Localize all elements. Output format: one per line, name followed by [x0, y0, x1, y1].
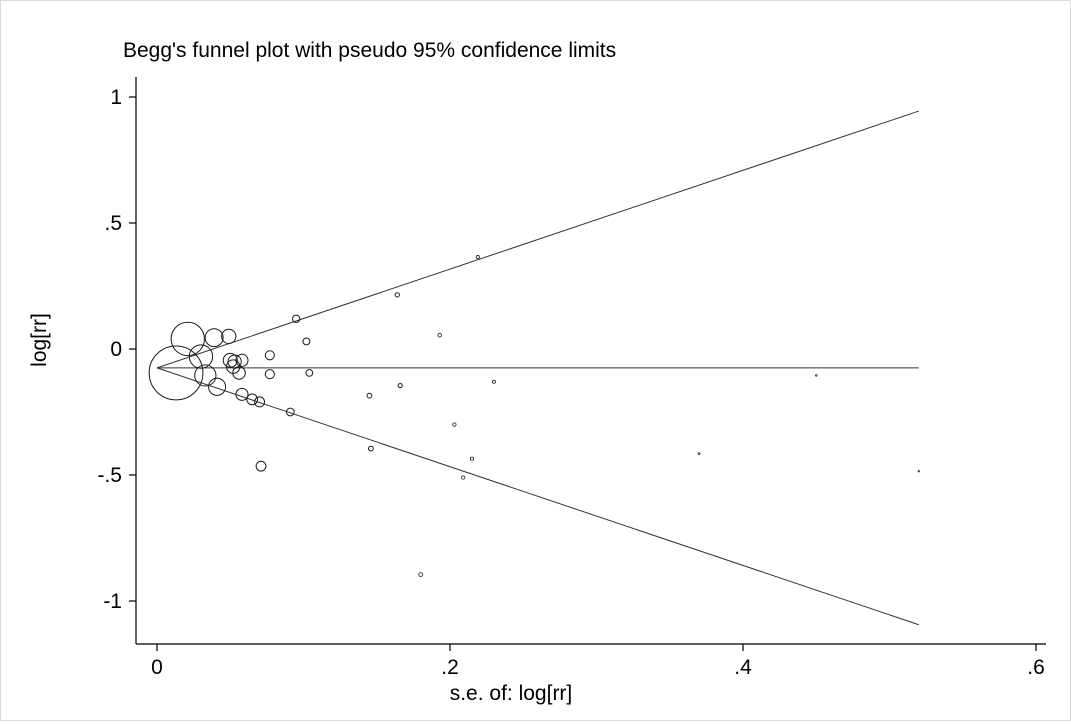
study-point [222, 352, 238, 368]
study-point [148, 345, 204, 401]
study-point [170, 321, 205, 357]
study-point [418, 572, 424, 577]
study-point [492, 379, 496, 384]
study-point [264, 369, 275, 380]
x-axis-label: s.e. of: log[rr] [450, 682, 573, 705]
study-point [285, 407, 295, 417]
x-tick-label: .2 [441, 656, 459, 679]
y-tick-label: -.5 [97, 464, 122, 487]
upper-confidence-limit-line [156, 110, 919, 369]
y-tick-label: 1 [110, 86, 122, 109]
study-point [697, 452, 701, 455]
study-point [291, 314, 301, 323]
study-point [221, 328, 237, 345]
study-point [469, 456, 475, 461]
study-point [394, 292, 400, 298]
y-tick-label: .5 [104, 212, 122, 235]
study-point [302, 337, 311, 346]
y-axis-label: log[rr] [28, 313, 51, 367]
study-point [255, 460, 267, 472]
study-point [204, 328, 224, 348]
study-point [208, 377, 227, 396]
plot-area: 1 .5 0 -.5 -1 0 .2 .4 .6 [97, 86, 1044, 679]
study-point [305, 369, 314, 377]
x-tick-label: .4 [734, 656, 752, 679]
study-point [188, 344, 214, 369]
study-point [397, 382, 403, 389]
study-point [264, 350, 275, 361]
y-tick-label: 0 [110, 338, 122, 361]
x-tick-label: 0 [151, 656, 163, 679]
study-point [254, 396, 266, 408]
lower-confidence-limit-line [156, 367, 919, 626]
study-point [246, 393, 259, 406]
study-point [917, 470, 920, 473]
study-point [235, 353, 249, 367]
study-point [452, 422, 457, 427]
study-point [461, 475, 466, 480]
study-point [437, 332, 442, 338]
study-point [232, 366, 246, 380]
x-tick-label: .6 [1027, 656, 1045, 679]
study-point [235, 387, 249, 401]
chart-title: Begg's funnel plot with pseudo 95% confi… [123, 39, 616, 62]
study-point [815, 374, 818, 377]
study-point [367, 445, 374, 452]
study-point [475, 255, 480, 260]
study-point [194, 364, 217, 387]
y-tick-label: -1 [103, 590, 122, 613]
study-point [366, 392, 373, 399]
